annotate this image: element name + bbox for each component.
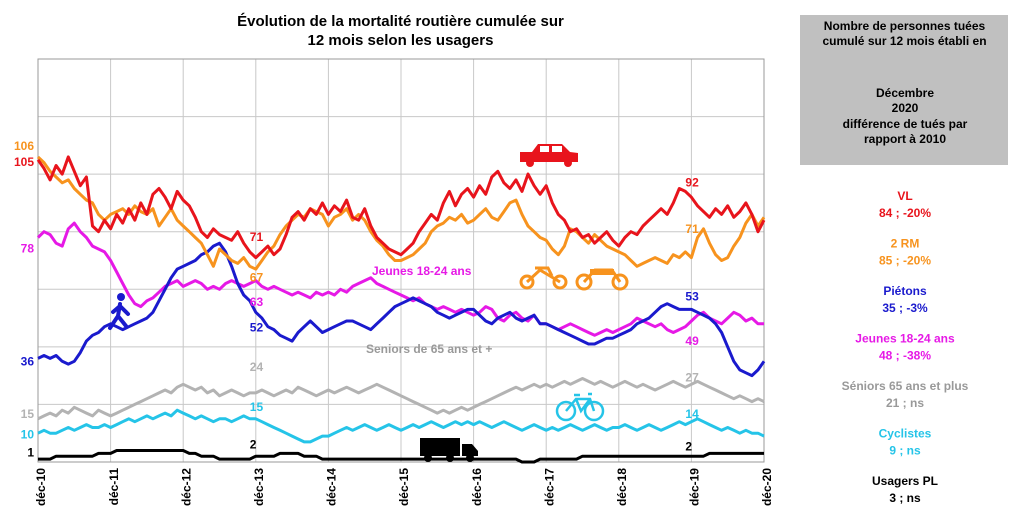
panel-subheading: différence de tués par rapport à 2010 xyxy=(842,117,968,146)
series-line xyxy=(36,155,766,260)
data-label: 52 xyxy=(250,320,264,334)
series-line xyxy=(38,449,764,464)
car-icon xyxy=(520,144,578,167)
legend-note: 48 ; -38% xyxy=(879,349,931,363)
chart-title: Évolution de la mortalité routière cumul… xyxy=(237,13,564,49)
plot-border xyxy=(37,58,765,463)
x-tick-label: déc-19 xyxy=(688,468,702,506)
series-line xyxy=(37,408,765,444)
legend-note: 9 ; ns xyxy=(889,444,921,458)
data-label: 2 xyxy=(685,439,692,453)
series-line xyxy=(37,377,765,421)
data-label: 24 xyxy=(250,360,264,374)
data-label: 67 xyxy=(250,270,264,284)
legend-name: Jeunes 18-24 ans xyxy=(855,332,955,346)
x-tick-label: déc-11 xyxy=(107,468,121,506)
x-tick-label: déc-13 xyxy=(252,468,266,506)
data-label: 2 xyxy=(250,437,257,451)
data-label: 71 xyxy=(685,222,699,236)
data-label: 63 xyxy=(250,295,264,309)
data-label: 36 xyxy=(21,355,35,369)
legend-name: Cyclistes xyxy=(879,427,932,441)
legend-name: Piétons xyxy=(883,284,927,298)
data-label: 15 xyxy=(21,407,35,421)
data-label: 49 xyxy=(685,334,699,348)
x-tick-label: déc-15 xyxy=(397,468,411,506)
data-label: 27 xyxy=(685,370,699,384)
data-label: 14 xyxy=(685,407,699,421)
data-label: 92 xyxy=(685,175,699,189)
x-tick-label: déc-10 xyxy=(34,468,48,506)
panel-period: Décembre 2020 xyxy=(875,86,935,115)
series-line xyxy=(37,241,766,378)
x-tick-label: déc-20 xyxy=(760,468,774,506)
data-label: 53 xyxy=(685,290,699,304)
bike-icon xyxy=(555,392,605,422)
legend-name: 2 RM xyxy=(891,237,920,251)
data-label: 78 xyxy=(21,242,35,256)
truck-icon xyxy=(420,438,478,462)
x-tick-label: déc-16 xyxy=(470,468,484,506)
legend-note: 84 ; -20% xyxy=(879,206,931,220)
legend-note: 85 ; -20% xyxy=(879,254,931,268)
annotation: Seniors de 65 ans et + xyxy=(366,342,492,356)
x-tick-label: déc-18 xyxy=(615,468,629,506)
x-tick-label: déc-14 xyxy=(325,468,339,506)
legend-note: 21 ; ns xyxy=(886,396,924,410)
x-tick-label: déc-12 xyxy=(179,468,193,506)
data-label: 71 xyxy=(250,230,264,244)
pedestrian-icon xyxy=(108,293,130,330)
moto-icons xyxy=(519,266,629,291)
legend-note: 35 ; -3% xyxy=(882,301,928,315)
x-tick-label: déc-17 xyxy=(542,468,556,506)
panel-box xyxy=(800,15,1008,165)
data-label: 106 xyxy=(14,139,34,153)
data-label: 1 xyxy=(27,445,34,459)
data-label: 105 xyxy=(14,155,34,169)
annotation: Jeunes 18-24 ans xyxy=(372,264,472,278)
legend-name: Usagers PL xyxy=(872,474,938,488)
icons xyxy=(108,144,629,462)
legend-name: Séniors 65 ans et plus xyxy=(842,379,969,393)
panel-heading: Nombre de personnes tuées cumulé sur 12 … xyxy=(822,19,987,48)
data-label: 10 xyxy=(21,427,35,441)
data-label: 15 xyxy=(250,400,264,414)
series-line xyxy=(36,155,766,271)
legend-name: VL xyxy=(897,189,912,203)
legend-note: 3 ; ns xyxy=(889,491,921,505)
